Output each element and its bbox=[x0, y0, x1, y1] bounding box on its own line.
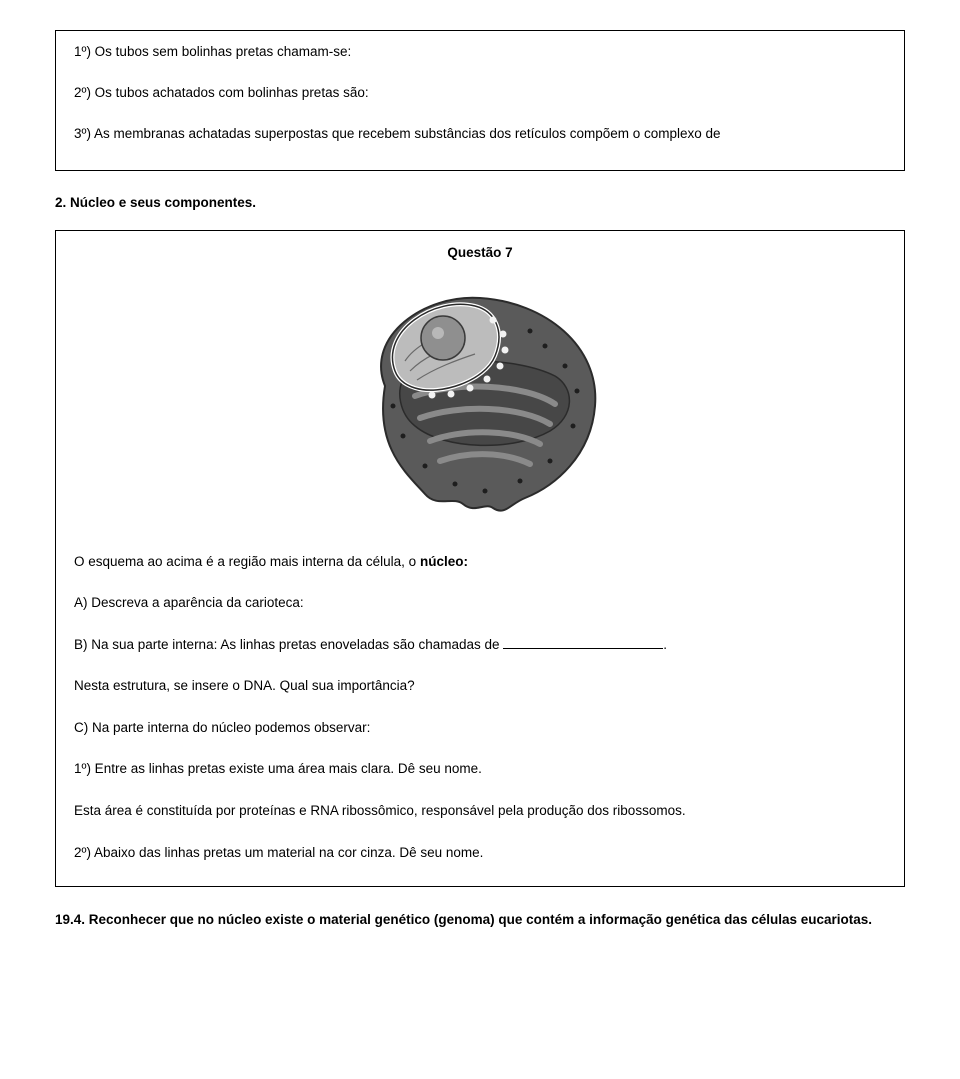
question-title: Questão 7 bbox=[74, 245, 886, 260]
q7-c2: 2º) Abaixo das linhas pretas um material… bbox=[74, 843, 886, 863]
fill-blank bbox=[503, 636, 663, 649]
box1-line1: 1º) Os tubos sem bolinhas pretas chamam-… bbox=[74, 43, 886, 62]
q7-intro-bold: núcleo: bbox=[420, 554, 468, 569]
q7-c: C) Na parte interna do núcleo podemos ob… bbox=[74, 718, 886, 738]
section-heading: 2. Núcleo e seus componentes. bbox=[55, 195, 905, 210]
box1-line2: 2º) Os tubos achatados com bolinhas pret… bbox=[74, 84, 886, 103]
q7-b-pre: B) Na sua parte interna: As linhas preta… bbox=[74, 637, 503, 652]
q7-c1: 1º) Entre as linhas pretas existe uma ár… bbox=[74, 759, 886, 779]
q7-c1b: Esta área é constituída por proteínas e … bbox=[74, 801, 886, 821]
box1-line3: 3º) As membranas achatadas superpostas q… bbox=[74, 125, 886, 144]
question-box-2: Questão 7 bbox=[55, 230, 905, 888]
nucleus-figure bbox=[74, 276, 886, 516]
footer-objective: 19.4. Reconhecer que no núcleo existe o … bbox=[55, 911, 905, 930]
q7-b-post: . bbox=[663, 637, 667, 652]
question-box-1: 1º) Os tubos sem bolinhas pretas chamam-… bbox=[55, 30, 905, 171]
q7-intro-pre: O esquema ao acima é a região mais inter… bbox=[74, 554, 420, 569]
q7-intro: O esquema ao acima é a região mais inter… bbox=[74, 552, 886, 572]
q7-b2: Nesta estrutura, se insere o DNA. Qual s… bbox=[74, 676, 886, 696]
q7-a: A) Descreva a aparência da carioteca: bbox=[74, 593, 886, 613]
q7-b: B) Na sua parte interna: As linhas preta… bbox=[74, 635, 886, 655]
